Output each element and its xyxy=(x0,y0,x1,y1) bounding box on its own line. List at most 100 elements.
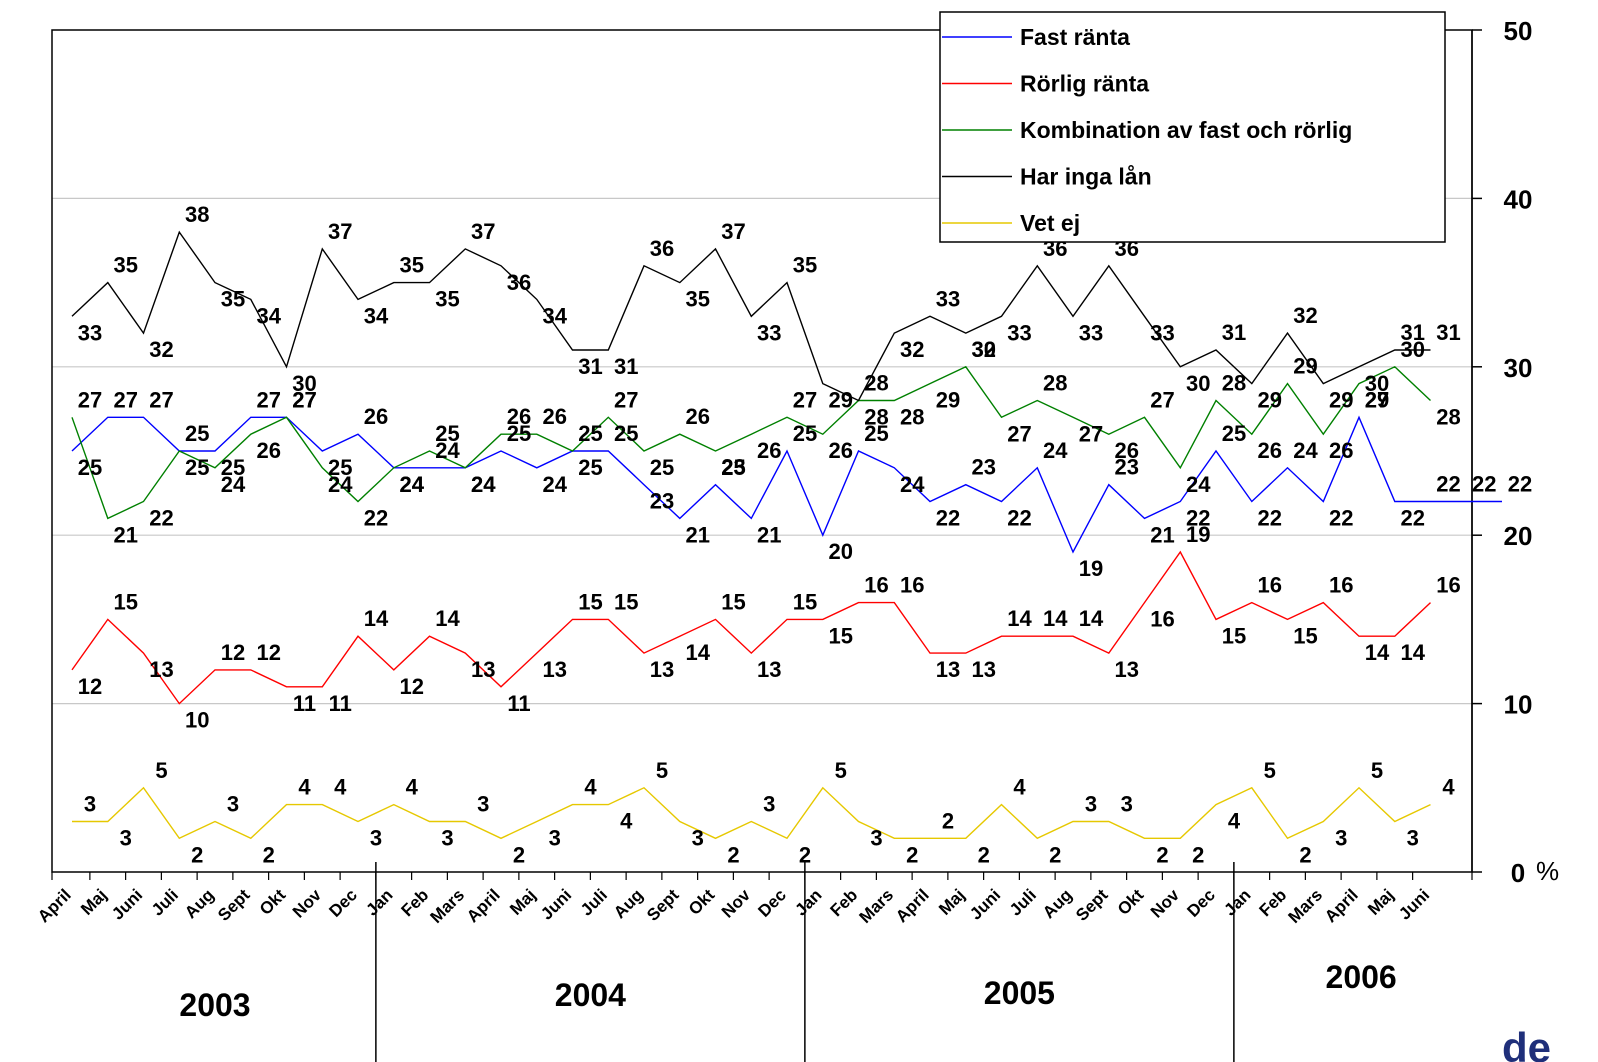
x-tick-label: Juli xyxy=(148,885,182,919)
data-label: 22 xyxy=(1186,506,1210,531)
data-label: 3 xyxy=(120,825,132,850)
year-label: 2006 xyxy=(1326,959,1397,995)
data-label: 22 xyxy=(1436,472,1460,497)
y-tick-label: 40 xyxy=(1504,184,1533,214)
data-label: 12 xyxy=(78,674,102,699)
data-label: 15 xyxy=(829,623,853,648)
legend-box xyxy=(939,11,1446,243)
x-tick-label: Okt xyxy=(1114,885,1148,919)
data-label: 5 xyxy=(1264,758,1276,783)
data-label: 24 xyxy=(400,472,425,497)
x-tick-label: Juli xyxy=(1006,885,1040,919)
data-label: 13 xyxy=(757,657,781,682)
legend-entry: Rörlig ränta xyxy=(1020,71,1149,97)
x-tick-label: Juni xyxy=(537,885,575,923)
data-label: 3 xyxy=(1121,791,1133,816)
data-label: 3 xyxy=(227,791,239,816)
data-label: 21 xyxy=(114,522,138,547)
y-tick-label: 0 xyxy=(1511,858,1525,888)
x-tick-label: Maj xyxy=(1364,885,1397,918)
data-label: 4 xyxy=(406,775,419,800)
data-label: 26 xyxy=(364,404,388,429)
data-label: 3 xyxy=(370,825,382,850)
data-label: 29 xyxy=(1329,388,1353,413)
data-label: 4 xyxy=(298,775,311,800)
data-label: 33 xyxy=(78,320,102,345)
data-label: 33 xyxy=(1150,320,1174,345)
y-unit-label: % xyxy=(1536,856,1559,886)
data-label: 21 xyxy=(686,522,710,547)
x-tick-label: Dec xyxy=(1183,885,1218,920)
data-label: 13 xyxy=(149,657,173,682)
data-label: 30 xyxy=(1401,337,1425,362)
data-label: 36 xyxy=(650,236,674,261)
x-tick-label: Dec xyxy=(325,885,360,920)
data-label: 2 xyxy=(191,842,203,867)
data-label: 14 xyxy=(1401,640,1426,665)
data-label: 13 xyxy=(1115,657,1139,682)
data-label: 32 xyxy=(900,337,924,362)
data-label: 29 xyxy=(1293,354,1317,379)
year-label: 2003 xyxy=(179,987,250,1023)
data-label: 25 xyxy=(793,421,817,446)
x-tick-label: Mars xyxy=(1285,885,1326,926)
data-label: 24 xyxy=(543,472,568,497)
data-label: 28 xyxy=(1043,370,1067,395)
data-label: 35 xyxy=(400,253,424,278)
data-label: 27 xyxy=(1079,421,1103,446)
y-tick-label: 50 xyxy=(1504,16,1533,46)
legend-entry: Kombination av fast och rörlig xyxy=(1020,117,1352,143)
data-label: 22 xyxy=(1329,506,1353,531)
data-label: 35 xyxy=(793,253,817,278)
data-label: 23 xyxy=(721,455,745,480)
data-label: 13 xyxy=(471,657,495,682)
data-label: 25 xyxy=(578,421,602,446)
data-label: 4 xyxy=(620,809,633,834)
series-lines xyxy=(71,230,1502,840)
data-label: 27 xyxy=(292,387,316,412)
data-label: 16 xyxy=(1436,573,1460,598)
data-label: 33 xyxy=(1079,320,1103,345)
x-tick-label: Mars xyxy=(856,885,897,926)
data-label: 22 xyxy=(936,506,960,531)
data-label: 25 xyxy=(185,421,209,446)
data-label: 16 xyxy=(1150,607,1174,632)
data-label: 20 xyxy=(829,539,853,564)
data-label: 27 xyxy=(114,387,138,412)
data-label: 27 xyxy=(1007,421,1031,446)
x-tick-label: April xyxy=(463,885,504,926)
data-label: 5 xyxy=(656,758,668,783)
data-label: 25 xyxy=(328,455,352,480)
data-label: 19 xyxy=(1079,556,1103,581)
data-label: 2 xyxy=(1049,842,1061,867)
y-tick-label: 10 xyxy=(1504,690,1533,720)
data-label: 13 xyxy=(936,657,960,682)
x-tick-label: Jan xyxy=(362,885,396,919)
data-label: 25 xyxy=(185,455,209,480)
data-label: 29 xyxy=(1365,388,1389,413)
x-tick-label: Juni xyxy=(966,885,1004,923)
x-tick-label: April xyxy=(1321,885,1362,926)
x-tick-label: Nov xyxy=(289,885,326,922)
data-label: 37 xyxy=(721,219,745,244)
data-label: 24 xyxy=(435,438,460,463)
data-label: 33 xyxy=(1007,320,1031,345)
series-line xyxy=(71,230,1431,402)
data-label: 25 xyxy=(650,455,674,480)
data-label: 21 xyxy=(757,522,781,547)
data-label: 4 xyxy=(334,775,347,800)
data-label: 4 xyxy=(1442,775,1455,800)
data-label: 3 xyxy=(763,791,775,816)
data-label: 25 xyxy=(78,455,102,480)
data-label: 16 xyxy=(1329,573,1353,598)
data-label: 2 xyxy=(1192,842,1204,867)
x-tick-label: Jan xyxy=(791,885,825,919)
data-label: 32 xyxy=(149,337,173,362)
data-label: 26 xyxy=(829,438,853,463)
data-label: 28 xyxy=(864,404,888,429)
x-tick-label: Sept xyxy=(214,885,254,925)
x-tick-label: Mars xyxy=(427,885,468,926)
data-label: 3 xyxy=(692,825,704,850)
